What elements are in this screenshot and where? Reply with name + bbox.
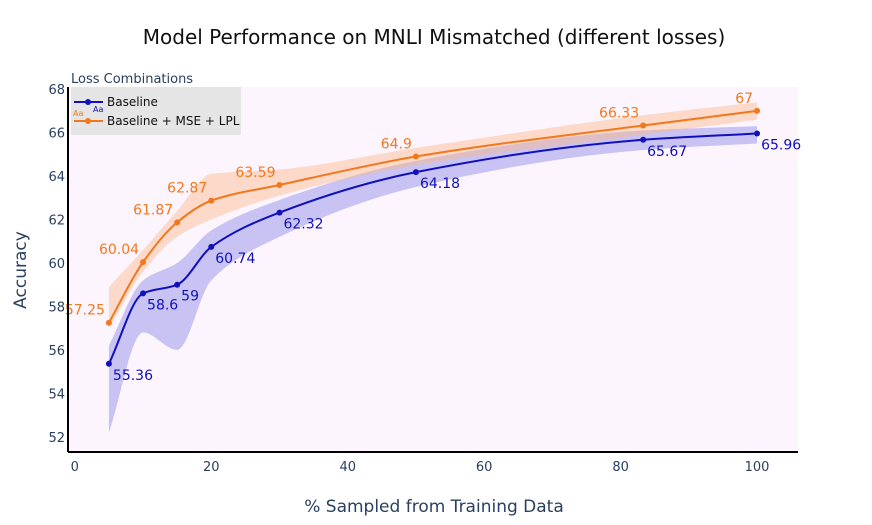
point-mse-lpl[interactable]	[754, 107, 761, 114]
y-tick-label: 54	[48, 387, 65, 402]
data-label-baseline: 58.6	[147, 297, 178, 313]
point-baseline[interactable]	[754, 130, 761, 137]
x-tick-label: 60	[476, 460, 493, 475]
y-tick-label: 60	[48, 257, 65, 272]
y-ticks: 52 54 56 58 60 62 64 66 68	[48, 83, 65, 446]
y-tick-label: 68	[48, 83, 65, 98]
y-tick-label: 52	[48, 431, 65, 446]
point-baseline[interactable]	[140, 290, 147, 297]
point-mse-lpl[interactable]	[640, 122, 647, 129]
y-axis-title: Accuracy	[11, 231, 31, 309]
y-tick-label: 58	[48, 300, 65, 315]
x-tick-label: 100	[745, 460, 770, 475]
data-label-baseline: 62.32	[283, 217, 323, 233]
point-baseline[interactable]	[174, 281, 181, 288]
data-labels: 55.36 58.659 60.74 62.32 64.18 65.67 65.96 57.2…	[65, 91, 801, 384]
point-mse-lpl[interactable]	[105, 319, 112, 326]
point-baseline[interactable]	[276, 209, 283, 216]
point-mse-lpl[interactable]	[174, 219, 181, 226]
point-baseline[interactable]	[412, 169, 419, 176]
point-mse-lpl[interactable]	[140, 259, 147, 266]
x-tick-label: 20	[203, 460, 220, 475]
data-label-mse-lpl: 62.87	[167, 181, 207, 197]
data-label-baseline: 60.74	[215, 251, 255, 267]
series-points	[105, 107, 761, 367]
legend-marker-mse-lpl	[85, 118, 91, 124]
x-axis-title: % Sampled from Training Data	[304, 497, 564, 517]
legend-title: Loss Combinations	[71, 72, 193, 87]
legend-label-baseline[interactable]: Baseline	[107, 95, 158, 109]
legend-marker-baseline	[85, 99, 91, 105]
point-baseline[interactable]	[105, 360, 112, 367]
point-baseline[interactable]	[208, 243, 215, 250]
data-label-mse-lpl: 66.33	[599, 105, 639, 121]
data-label-baseline: 65.96	[761, 137, 801, 153]
data-label-baseline: 64.18	[420, 176, 460, 192]
data-label-baseline: 55.36	[113, 368, 153, 384]
data-label-mse-lpl: 57.25	[65, 303, 105, 319]
point-baseline[interactable]	[640, 136, 647, 143]
x-tick-label: 0	[71, 460, 79, 475]
point-mse-lpl[interactable]	[276, 181, 283, 188]
x-tick-label: 80	[612, 460, 629, 475]
line-mse-lpl[interactable]	[108, 109, 758, 324]
data-label-mse-lpl: 67	[735, 91, 753, 107]
y-tick-label: 66	[48, 127, 65, 142]
legend-background	[71, 87, 241, 135]
y-tick-label: 64	[48, 170, 65, 185]
x-tick-label: 40	[339, 460, 356, 475]
legend-text-sample-mse-lpl: Aa	[73, 109, 83, 118]
data-label-mse-lpl: 63.59	[235, 165, 275, 181]
x-ticks: 0 20 40 60 80 100	[71, 460, 770, 475]
data-label-baseline: 59	[181, 289, 199, 305]
data-label-mse-lpl: 64.9	[381, 137, 412, 153]
y-tick-label: 56	[48, 344, 65, 359]
chart-title: Model Performance on MNLI Mismatched (di…	[143, 25, 726, 49]
legend-label-mse-lpl[interactable]: Baseline + MSE + LPL	[107, 114, 240, 128]
data-label-mse-lpl: 60.04	[99, 242, 139, 258]
data-label-mse-lpl: 61.87	[133, 202, 173, 218]
point-mse-lpl[interactable]	[412, 153, 419, 160]
point-mse-lpl[interactable]	[208, 197, 215, 204]
data-label-baseline: 65.67	[647, 144, 687, 160]
plot-area	[68, 87, 798, 452]
y-tick-label: 62	[48, 214, 65, 229]
confidence-bands	[108, 102, 758, 433]
legend[interactable]: Baseline Baseline + MSE + LPL Aa Aa	[71, 87, 241, 135]
legend-text-sample-baseline: Aa	[93, 105, 103, 114]
band-mse-lpl	[108, 102, 758, 329]
